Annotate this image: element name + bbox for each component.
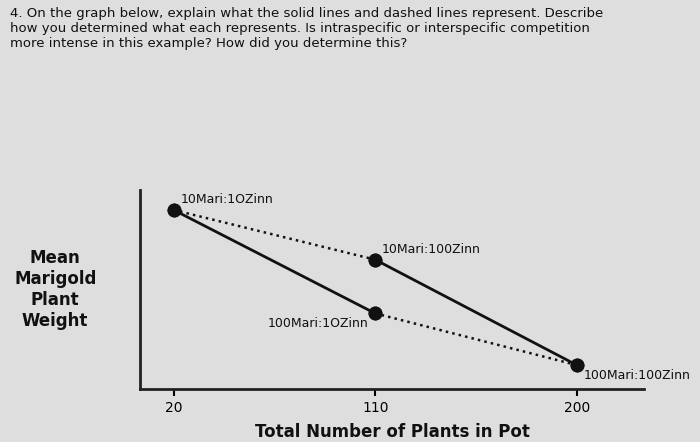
- Text: 100Mari:100Zinn: 100Mari:100Zinn: [584, 369, 690, 382]
- Text: 10Mari:1OZinn: 10Mari:1OZinn: [181, 193, 273, 206]
- Text: 100Mari:1OZinn: 100Mari:1OZinn: [267, 317, 368, 330]
- Text: Mean
Marigold
Plant
Weight: Mean Marigold Plant Weight: [14, 249, 97, 330]
- Text: 10Mari:100Zinn: 10Mari:100Zinn: [382, 243, 481, 255]
- X-axis label: Total Number of Plants in Pot: Total Number of Plants in Pot: [255, 423, 529, 441]
- Text: 4. On the graph below, explain what the solid lines and dashed lines represent. : 4. On the graph below, explain what the …: [10, 7, 603, 50]
